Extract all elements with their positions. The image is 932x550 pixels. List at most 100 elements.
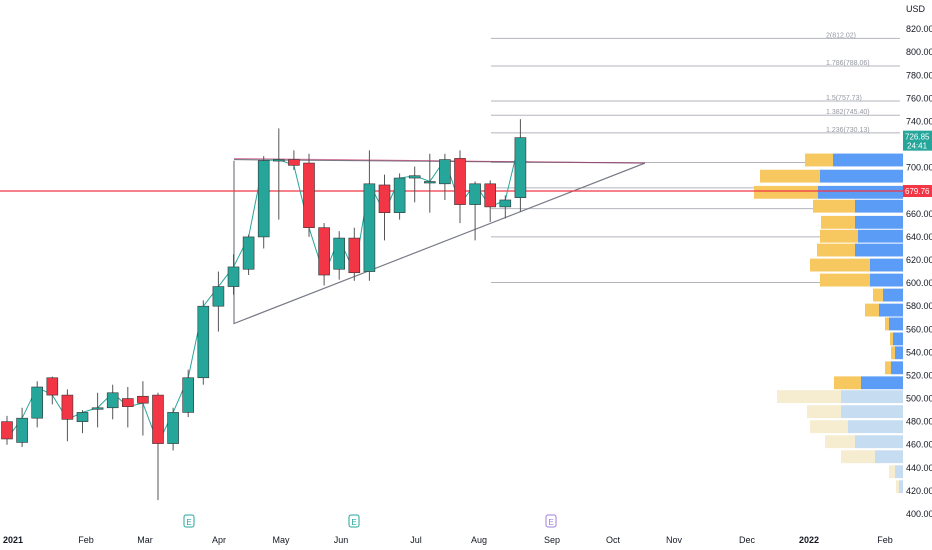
fib-level-label: 2(812.02) <box>826 32 856 39</box>
candle-body <box>197 305 210 379</box>
x-tick-label: Mar <box>137 535 153 545</box>
volume-profile-sell-bar <box>820 229 858 243</box>
price-tag-countdown: 24:41 <box>907 142 928 151</box>
volume-profile-sell-bar <box>813 199 855 213</box>
candle-body <box>106 392 119 409</box>
currency-label: USD <box>906 4 926 14</box>
axes: 400.00 420.00 440.00 460.00 480.00 500.00 520.… <box>3 4 932 545</box>
volume-profile-sell-bar <box>885 361 891 375</box>
candle-body <box>423 181 436 184</box>
volume-profile-sell-bar <box>825 435 855 449</box>
candle-body <box>257 160 270 238</box>
volume-profile-sell-bar <box>777 390 841 404</box>
y-tick-label: 500.00 <box>906 394 932 404</box>
volume-profile-buy-bar <box>820 169 903 183</box>
candle-body <box>393 177 406 213</box>
candle-body <box>454 158 466 205</box>
y-tick-label: 780.00 <box>906 70 932 80</box>
candle-body <box>288 159 300 166</box>
candle-body <box>61 394 74 420</box>
y-tick-label: 700.00 <box>906 163 932 173</box>
fib-level-label: 1.5(757.73) <box>826 95 862 102</box>
candle-body <box>242 236 255 270</box>
volume-profile-sell-bar <box>817 243 855 257</box>
volume-profile-sell-bar <box>841 450 875 464</box>
candle-body <box>408 175 421 179</box>
volume-profile-sell-bar <box>896 480 899 494</box>
volume-profile-buy-bar <box>870 258 903 272</box>
x-tick-label: May <box>272 535 290 545</box>
volume-profile-buy-bar <box>895 465 903 479</box>
volume-profile-sell-bar <box>807 405 841 419</box>
y-tick-label: 520.00 <box>906 370 932 380</box>
price-tag <box>903 130 932 151</box>
x-tick-label: Feb <box>877 535 893 545</box>
volume-profile-sell-bar <box>760 169 820 183</box>
y-tick-label: 740.00 <box>906 116 932 126</box>
volume-profile-sell-bar <box>885 317 889 331</box>
candle-body <box>363 183 376 272</box>
x-tick-label: Jun <box>334 535 349 545</box>
volume-profile-sell-bar <box>810 258 870 272</box>
volume-profile <box>754 153 903 494</box>
x-tick-label: Jul <box>410 535 422 545</box>
candle-body <box>318 227 330 276</box>
price-tag <box>903 185 932 198</box>
candle-body <box>303 162 315 228</box>
y-tick-label: 420.00 <box>906 486 932 496</box>
volume-profile-buy-bar <box>855 199 903 213</box>
candle-body <box>348 237 361 274</box>
y-tick-label: 580.00 <box>906 301 932 311</box>
candle-body <box>16 417 28 443</box>
candle-body <box>46 377 59 396</box>
y-tick-label: 760.00 <box>906 93 932 103</box>
volume-profile-buy-bar <box>861 376 903 390</box>
volume-profile-buy-bar <box>855 435 903 449</box>
volume-profile-sell-bar <box>889 465 895 479</box>
price-tag-label: 679.76 <box>905 187 930 196</box>
candle-body <box>514 137 527 198</box>
x-tick-label: Feb <box>78 535 94 545</box>
volume-profile-buy-bar <box>818 185 903 199</box>
volume-profile-buy-bar <box>848 420 903 434</box>
earnings-marker <box>545 514 557 528</box>
x-tick-label: Sep <box>544 535 560 545</box>
volume-profile-sell-bar <box>805 153 833 167</box>
volume-profile-sell-bar <box>873 288 883 302</box>
volume-profile-sell-bar <box>810 420 848 434</box>
y-tick-label: 820.00 <box>906 24 932 34</box>
candle-body <box>212 286 225 307</box>
candle-body <box>182 377 194 413</box>
fib-level-label: 1.382(745.40) <box>826 109 870 116</box>
earnings-marker <box>183 514 195 528</box>
candle-body <box>152 394 164 444</box>
volume-profile-sell-bar <box>834 376 861 390</box>
earnings-marker-label: E <box>351 518 356 527</box>
candle-body <box>137 395 149 404</box>
candle-body <box>469 183 481 205</box>
x-tick-label: Dec <box>739 535 756 545</box>
volume-profile-sell-bar <box>890 332 893 346</box>
earnings-marker-label: E <box>548 518 553 527</box>
volume-profile-sell-bar <box>891 346 895 360</box>
x-tick-label: 2021 <box>3 535 23 545</box>
volume-profile-buy-bar <box>833 153 903 167</box>
x-tick-label: Apr <box>212 535 226 545</box>
y-tick-label: 620.00 <box>906 255 932 265</box>
volume-profile-sell-bar <box>820 273 870 287</box>
fib-levels: 2(812.02) 1.786(788.06) 1.5(757.73) 1.382(7… <box>491 32 900 284</box>
volume-profile-buy-bar <box>891 361 903 375</box>
volume-profile-buy-bar <box>879 303 903 317</box>
volume-profile-buy-bar <box>858 229 903 243</box>
earnings-marker <box>348 514 360 528</box>
candle-body <box>76 412 89 422</box>
volume-profile-buy-bar <box>893 332 903 346</box>
drawings <box>0 137 903 445</box>
earnings-marker-label: E <box>186 518 191 527</box>
candle-body <box>91 407 104 410</box>
volume-profile-buy-bar <box>841 405 903 419</box>
candle-body <box>439 159 451 185</box>
volume-profile-buy-bar <box>855 243 903 257</box>
